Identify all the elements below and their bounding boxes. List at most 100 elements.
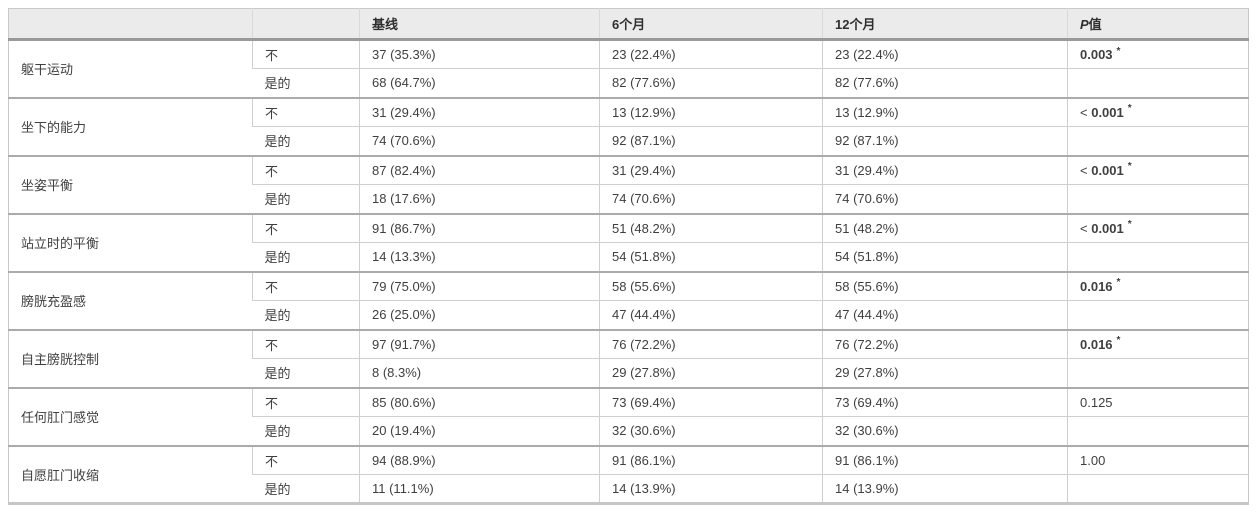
m12-cell: 14 (13.9%): [822, 474, 1068, 504]
baseline-cell: 18 (17.6%): [359, 184, 600, 214]
table-row: 是的 14 (13.3%) 54 (51.8%) 54 (51.8%): [9, 242, 1249, 272]
header-baseline: 基线: [359, 8, 600, 41]
table-row: 自愿肛门收缩不 94 (88.9%) 91 (86.1%) 91 (86.1%) 1.0…: [8, 444, 1249, 504]
m12-cell: 76 (72.2%): [822, 328, 1068, 359]
m12-cell: 73 (69.4%): [822, 386, 1068, 417]
m6-cell: 73 (69.4%): [599, 386, 823, 417]
m12-cell: 29 (27.8%): [822, 358, 1068, 388]
header-empty-answer: [252, 8, 360, 41]
m6-cell: 51 (48.2%): [599, 212, 823, 243]
table-row: 是的 74 (70.6%) 92 (87.1%) 92 (87.1%): [9, 126, 1249, 156]
m12-cell: 54 (51.8%): [822, 242, 1068, 272]
p-value: 0.001: [1091, 104, 1124, 120]
answer-cell: 不: [252, 212, 360, 243]
category-cell: 自主膀胱控制: [8, 328, 253, 388]
category-cell: 坐姿平衡: [8, 154, 253, 214]
answer-cell: 是的: [252, 358, 360, 388]
p-value-cell-empty: [1067, 358, 1249, 388]
answer-cell: 是的: [252, 68, 360, 98]
p-value-cell-empty: [1067, 126, 1249, 156]
answer-cell: 不: [252, 38, 360, 69]
p-value-cell: 1.00: [1067, 444, 1249, 475]
answer-cell: 不: [252, 96, 360, 127]
category-cell: 坐下的能力: [8, 96, 253, 156]
significance-asterisk: *: [1127, 161, 1132, 173]
m6-cell: 74 (70.6%): [599, 184, 823, 214]
p-value: 1.00: [1080, 452, 1106, 468]
m6-cell: 13 (12.9%): [599, 96, 823, 127]
p-value: 0.016: [1080, 278, 1113, 294]
baseline-cell: 97 (91.7%): [359, 328, 600, 359]
header-empty-category: [8, 8, 253, 41]
p-prefix: <: [1080, 104, 1092, 120]
table-row: 任何肛门感觉不 85 (80.6%) 73 (69.4%) 73 (69.4%) 0.1…: [8, 386, 1249, 446]
baseline-cell: 68 (64.7%): [359, 68, 600, 98]
m6-cell: 58 (55.6%): [599, 270, 823, 301]
p-value-cell: < 0.001 *: [1067, 212, 1249, 243]
p-value-symbol: P: [1080, 17, 1089, 32]
baseline-cell: 31 (29.4%): [359, 96, 600, 127]
table-row: 躯干运动不 37 (35.3%) 23 (22.4%) 23 (22.4%) 0.003…: [8, 38, 1249, 98]
answer-cell: 不: [252, 386, 360, 417]
p-prefix: <: [1080, 220, 1092, 236]
table-row: 是的 8 (8.3%) 29 (27.8%) 29 (27.8%): [9, 358, 1249, 388]
m6-cell: 47 (44.4%): [599, 300, 823, 330]
p-value-cell: 0.016 *: [1067, 328, 1249, 359]
answer-cell: 是的: [252, 300, 360, 330]
m6-cell: 14 (13.9%): [599, 474, 823, 504]
m6-cell: 82 (77.6%): [599, 68, 823, 98]
baseline-cell: 79 (75.0%): [359, 270, 600, 301]
m12-cell: 91 (86.1%): [822, 444, 1068, 475]
answer-cell: 不: [252, 154, 360, 185]
m12-cell: 58 (55.6%): [822, 270, 1068, 301]
m12-cell: 47 (44.4%): [822, 300, 1068, 330]
table-row: 是的 68 (64.7%) 82 (77.6%) 82 (77.6%): [9, 68, 1249, 98]
baseline-cell: 8 (8.3%): [359, 358, 600, 388]
significance-asterisk: *: [1116, 335, 1121, 347]
p-value: 0.001: [1091, 162, 1124, 178]
answer-cell: 是的: [252, 184, 360, 214]
category-cell: 任何肛门感觉: [8, 386, 253, 446]
m12-cell: 51 (48.2%): [822, 212, 1068, 243]
answer-cell: 不: [252, 328, 360, 359]
m6-cell: 92 (87.1%): [599, 126, 823, 156]
p-value-cell: 0.016 *: [1067, 270, 1249, 301]
baseline-cell: 14 (13.3%): [359, 242, 600, 272]
header-12-months: 12个月: [822, 8, 1068, 41]
header-row: 基线 6个月 12个月 P值: [8, 8, 1249, 41]
p-value-cell-empty: [1067, 300, 1249, 330]
p-value-suffix: 值: [1088, 17, 1102, 32]
answer-cell: 不: [252, 270, 360, 301]
m6-cell: 29 (27.8%): [599, 358, 823, 388]
m6-cell: 31 (29.4%): [599, 154, 823, 185]
m12-cell: 82 (77.6%): [822, 68, 1068, 98]
baseline-cell: 26 (25.0%): [359, 300, 600, 330]
m12-cell: 13 (12.9%): [822, 96, 1068, 127]
category-cell: 膀胱充盈感: [8, 270, 253, 330]
p-value: 0.001: [1091, 220, 1124, 236]
p-value-cell-empty: [1067, 184, 1249, 214]
m6-cell: 32 (30.6%): [599, 416, 823, 446]
p-value-cell: < 0.001 *: [1067, 96, 1249, 127]
p-value: 0.125: [1080, 394, 1113, 410]
answer-cell: 是的: [252, 242, 360, 272]
p-value-cell-empty: [1067, 474, 1249, 504]
p-value-cell: 0.125: [1067, 386, 1249, 417]
m6-cell: 23 (22.4%): [599, 38, 823, 69]
m6-cell: 91 (86.1%): [599, 444, 823, 475]
outcomes-table: 基线 6个月 12个月 P值 躯干运动不 37 (35.3%) 23 (22.4%)…: [8, 8, 1249, 505]
table-row: 站立时的平衡不 91 (86.7%) 51 (48.2%) 51 (48.2%) < 0…: [8, 212, 1249, 272]
p-value: 0.003: [1080, 47, 1113, 62]
significance-asterisk: *: [1116, 45, 1121, 57]
baseline-cell: 37 (35.3%): [359, 38, 600, 69]
answer-cell: 是的: [252, 474, 360, 504]
m12-cell: 31 (29.4%): [822, 154, 1068, 185]
table-row: 坐姿平衡不 87 (82.4%) 31 (29.4%) 31 (29.4%) < 0.0…: [8, 154, 1249, 214]
baseline-cell: 94 (88.9%): [359, 444, 600, 475]
category-cell: 躯干运动: [8, 38, 253, 98]
significance-asterisk: *: [1116, 277, 1121, 289]
category-cell: 站立时的平衡: [8, 212, 253, 272]
answer-cell: 不: [252, 444, 360, 475]
p-prefix: <: [1080, 162, 1092, 178]
